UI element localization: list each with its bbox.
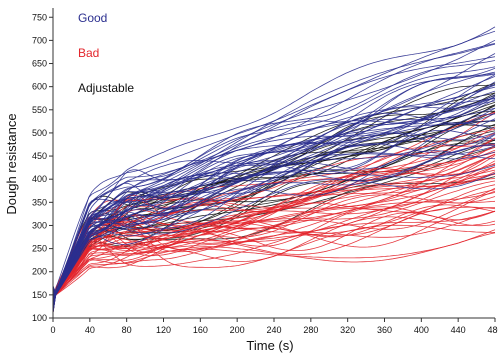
- y-ticks: 100 150 200 250 300 350 400 450 500 550 600 650 700 7…: [32, 12, 53, 323]
- y-tick-label: 100: [32, 313, 47, 323]
- line-bad: [52, 216, 496, 310]
- line-good: [52, 130, 496, 305]
- x-tick-label: 80: [122, 325, 132, 335]
- line-bad: [52, 210, 496, 294]
- x-axis-label: Time (s): [246, 338, 293, 353]
- y-axis-label: Dough resistance: [4, 113, 19, 214]
- legend-good: Good: [78, 11, 107, 25]
- line-good: [52, 96, 496, 302]
- y-tick-label: 550: [32, 105, 47, 115]
- line-good: [52, 56, 496, 302]
- y-tick-label: 300: [32, 220, 47, 230]
- line-bad: [52, 184, 496, 310]
- line-good: [52, 164, 496, 296]
- y-tick-label: 700: [32, 35, 47, 45]
- legend: Good Bad Adjustable: [78, 11, 134, 95]
- x-tick-label: 320: [340, 325, 355, 335]
- legend-bad: Bad: [78, 46, 99, 60]
- line-bad: [52, 149, 496, 295]
- y-tick-label: 600: [32, 82, 47, 92]
- y-tick-label: 500: [32, 128, 47, 138]
- x-tick-label: 440: [451, 325, 466, 335]
- x-ticks: 0 40 80 120 160 200 240 280 320 360 400 440 480: [50, 318, 498, 335]
- line-good: [52, 26, 496, 301]
- y-tick-label: 150: [32, 290, 47, 300]
- line-bad: [52, 192, 496, 309]
- x-tick-label: 240: [266, 325, 281, 335]
- line-bad: [52, 232, 496, 311]
- line-bad: [52, 189, 496, 295]
- y-tick-label: 750: [32, 12, 47, 22]
- line-good: [52, 113, 496, 313]
- line-good: [52, 43, 496, 295]
- line-curves: [52, 26, 496, 314]
- x-tick-label: 40: [85, 325, 95, 335]
- line-bad: [52, 151, 496, 312]
- line-good: [52, 66, 496, 294]
- line-good: [52, 81, 496, 294]
- x-tick-label: 400: [414, 325, 429, 335]
- y-tick-label: 250: [32, 244, 47, 254]
- line-good: [52, 119, 496, 302]
- line-good: [52, 112, 496, 295]
- line-good: [52, 94, 496, 312]
- line-good: [52, 107, 496, 295]
- line-good: [52, 73, 496, 296]
- line-good: [52, 60, 496, 309]
- y-tick-label: 450: [32, 151, 47, 161]
- line-bad: [52, 153, 496, 304]
- line-good: [52, 43, 496, 306]
- legend-adjustable: Adjustable: [78, 81, 134, 95]
- line-good: [52, 100, 496, 312]
- line-bad: [52, 155, 496, 297]
- x-tick-label: 0: [50, 325, 55, 335]
- line-good: [52, 98, 496, 312]
- y-tick-label: 350: [32, 197, 47, 207]
- line-good: [52, 150, 496, 293]
- line-good: [52, 172, 496, 306]
- line-bad: [52, 171, 496, 294]
- x-tick-label: 160: [193, 325, 208, 335]
- line-bad: [52, 137, 496, 298]
- y-tick-label: 200: [32, 267, 47, 277]
- line-bad: [52, 166, 496, 309]
- line-good: [52, 39, 496, 295]
- line-bad: [52, 173, 496, 313]
- line-bad: [52, 194, 496, 312]
- line-bad: [52, 206, 496, 295]
- line-good: [52, 145, 496, 306]
- x-tick-label: 360: [377, 325, 392, 335]
- line-good: [52, 76, 496, 306]
- line-bad: [52, 204, 496, 294]
- line-good: [52, 151, 496, 298]
- line-good: [52, 107, 496, 296]
- line-good: [52, 143, 496, 294]
- x-tick-label: 120: [156, 325, 171, 335]
- x-tick-label: 280: [303, 325, 318, 335]
- x-tick-label: 200: [230, 325, 245, 335]
- line-bad: [52, 169, 496, 302]
- line-good: [52, 122, 496, 295]
- y-tick-label: 650: [32, 59, 47, 69]
- y-tick-label: 400: [32, 174, 47, 184]
- x-tick-label: 480: [487, 325, 498, 335]
